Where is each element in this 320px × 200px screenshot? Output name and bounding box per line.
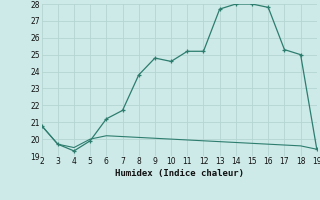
X-axis label: Humidex (Indice chaleur): Humidex (Indice chaleur)	[115, 169, 244, 178]
